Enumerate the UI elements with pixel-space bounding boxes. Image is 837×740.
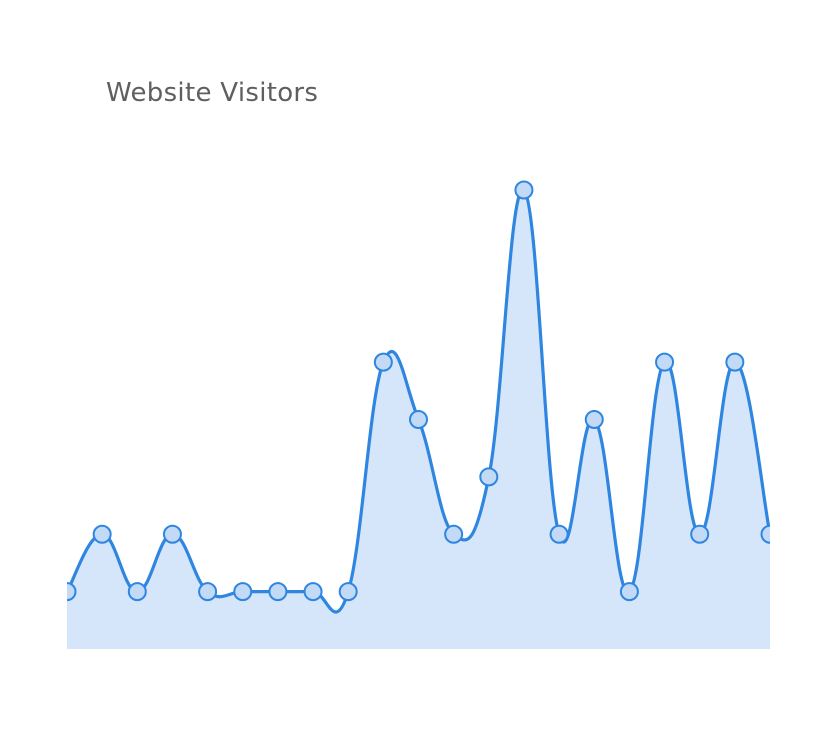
data-point-18[interactable] — [655, 352, 675, 372]
data-point-16[interactable] — [584, 410, 604, 429]
chart-title: Website Visitors — [106, 78, 319, 108]
data-point-12[interactable] — [444, 524, 464, 544]
data-point-14[interactable] — [514, 180, 534, 200]
data-point-15[interactable] — [549, 524, 569, 544]
data-point-6[interactable] — [233, 582, 253, 602]
data-point-17[interactable] — [619, 582, 639, 602]
data-point-11[interactable] — [409, 410, 428, 429]
data-point-2[interactable] — [92, 524, 112, 544]
data-point-20[interactable] — [725, 352, 745, 372]
data-point-1[interactable] — [59, 582, 77, 602]
area-fill — [67, 189, 770, 649]
data-point-3[interactable] — [127, 582, 147, 602]
data-point-5[interactable] — [198, 582, 218, 602]
data-point-9[interactable] — [338, 582, 358, 602]
data-point-19[interactable] — [690, 524, 710, 544]
data-point-21[interactable] — [760, 524, 779, 544]
data-point-4[interactable] — [162, 524, 182, 544]
data-point-7[interactable] — [268, 582, 288, 602]
plot-area — [59, 180, 779, 649]
data-point-13[interactable] — [479, 467, 499, 487]
data-point-10[interactable] — [373, 352, 393, 372]
data-point-8[interactable] — [303, 582, 323, 602]
